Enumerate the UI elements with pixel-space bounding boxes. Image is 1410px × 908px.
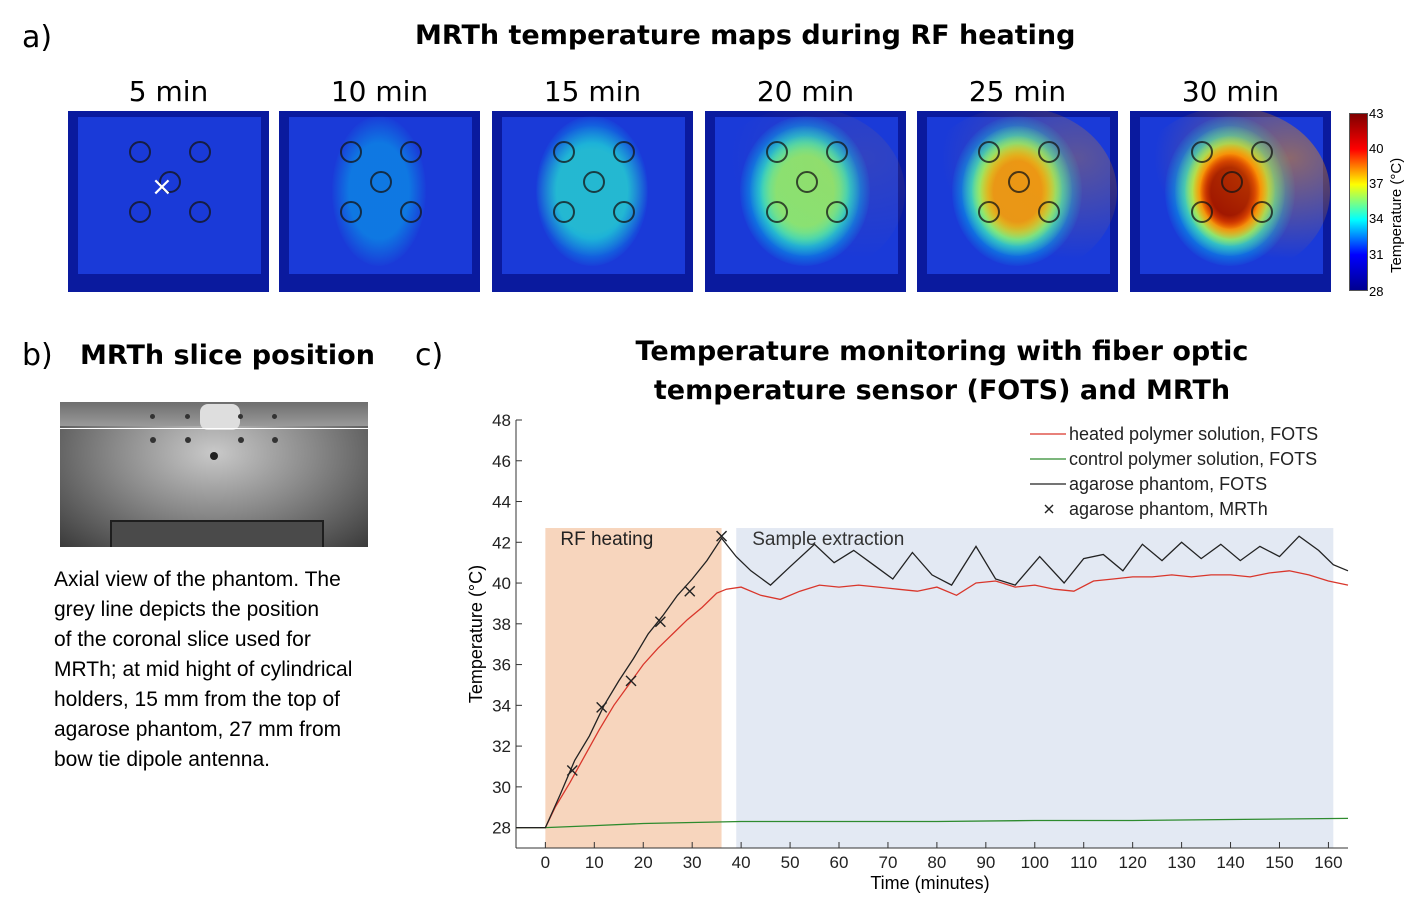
x-tick-label: 20 (634, 853, 653, 872)
panel-c-letter: c) (415, 338, 444, 373)
y-axis-label: Temperature (°C) (466, 565, 486, 703)
y-tick-label: 30 (492, 778, 511, 797)
panel-a-title: MRTh temperature maps during RF heating (415, 20, 1076, 51)
panel-c-title-line2: temperature sensor (FOTS) and MRTh (653, 375, 1231, 406)
colorbar-tick: 31 (1369, 247, 1384, 262)
x-tick-label: 90 (976, 853, 995, 872)
y-tick-label: 28 (492, 819, 511, 838)
y-tick-label: 34 (492, 696, 511, 715)
description-line: of the coronal slice used for (54, 628, 311, 651)
legend-marker (1044, 504, 1054, 514)
series-line (516, 817, 1349, 829)
y-tick-label: 46 (492, 452, 511, 471)
colorbar-tick: 34 (1369, 211, 1384, 226)
legend-entry: agarose phantom, FOTS (1069, 474, 1267, 494)
mrth-marker (625, 675, 637, 687)
panel-c-title-line1: Temperature monitoring with fiber optic (635, 336, 1249, 367)
description-line: bow tie dipole antenna. (54, 748, 270, 771)
x-tick-label: 100 (1021, 853, 1049, 872)
y-tick-label: 44 (492, 493, 511, 512)
x-tick-label: 80 (927, 853, 946, 872)
panel-b-title: MRTh slice position (80, 340, 375, 371)
x-tick-label: 10 (585, 853, 604, 872)
description-line: Axial view of the phantom. The (54, 568, 341, 591)
x-tick-label: 120 (1118, 853, 1146, 872)
x-tick-label: 50 (781, 853, 800, 872)
x-tick-label: 130 (1167, 853, 1195, 872)
region-label-rf-heating: RF heating (560, 529, 653, 550)
slice-position-line (60, 428, 368, 429)
map-time-label: 15 min (543, 75, 642, 108)
map-time-label: 30 min (1181, 75, 1280, 108)
colorbar (1349, 113, 1368, 291)
shaded-region (545, 528, 722, 848)
y-tick-label: 42 (492, 533, 511, 552)
mrth-marker (716, 530, 728, 542)
x-tick-label: 140 (1216, 853, 1244, 872)
y-tick-label: 40 (492, 574, 511, 593)
region-label-sample-extraction: Sample extraction (752, 529, 904, 550)
x-tick-label: 0 (541, 853, 550, 872)
temperature-map (492, 111, 693, 292)
x-tick-label: 110 (1070, 853, 1097, 872)
map-time-label: 5 min (128, 75, 209, 108)
colorbar-tick: 43 (1369, 106, 1384, 121)
shaded-region (736, 528, 1334, 848)
x-tick-label: 60 (830, 853, 849, 872)
phantom-axial-image (60, 402, 368, 547)
legend-entry: control polymer solution, FOTS (1069, 449, 1317, 469)
x-tick-label: 40 (732, 853, 751, 872)
map-time-label: 20 min (756, 75, 855, 108)
temperature-map (917, 111, 1118, 292)
y-tick-label: 36 (492, 656, 511, 675)
legend-entry: heated polymer solution, FOTS (1069, 424, 1318, 444)
mrth-marker (566, 765, 578, 777)
mrth-marker (654, 616, 666, 628)
x-tick-label: 30 (683, 853, 702, 872)
y-tick-label: 32 (492, 737, 511, 756)
x-axis-label: Time (minutes) (870, 873, 989, 893)
description-line: MRTh; at mid hight of cylindrical (54, 658, 353, 681)
map-time-label: 10 min (330, 75, 429, 108)
series-line (516, 570, 1349, 829)
panel-a-letter: a) (22, 20, 53, 55)
mrth-sample-marker: × (151, 172, 173, 202)
description-line: holders, 15 mm from the top of (54, 688, 340, 711)
mrth-marker (684, 585, 696, 597)
colorbar-tick: 40 (1369, 141, 1384, 156)
description-line: agarose phantom, 27 mm from (54, 718, 342, 741)
panel-b-letter: b) (22, 338, 53, 373)
y-tick-label: 48 (492, 411, 511, 430)
y-tick-label: 38 (492, 615, 511, 634)
x-tick-label: 70 (878, 853, 897, 872)
temperature-map: × (68, 111, 269, 292)
temperature-map (705, 111, 906, 292)
series-line (516, 535, 1349, 829)
mrth-marker (596, 701, 608, 713)
legend-entry: agarose phantom, MRTh (1069, 499, 1268, 519)
map-time-label: 25 min (968, 75, 1067, 108)
colorbar-tick: 28 (1369, 284, 1384, 299)
panel-b-description: Axial view of the phantom. The grey line … (54, 565, 352, 775)
x-tick-label: 160 (1314, 853, 1342, 872)
temperature-map (1130, 111, 1331, 292)
x-tick-label: 150 (1265, 853, 1293, 872)
temperature-map (279, 111, 480, 292)
description-line: grey line depicts the position (54, 598, 319, 621)
colorbar-tick: 37 (1369, 176, 1384, 191)
